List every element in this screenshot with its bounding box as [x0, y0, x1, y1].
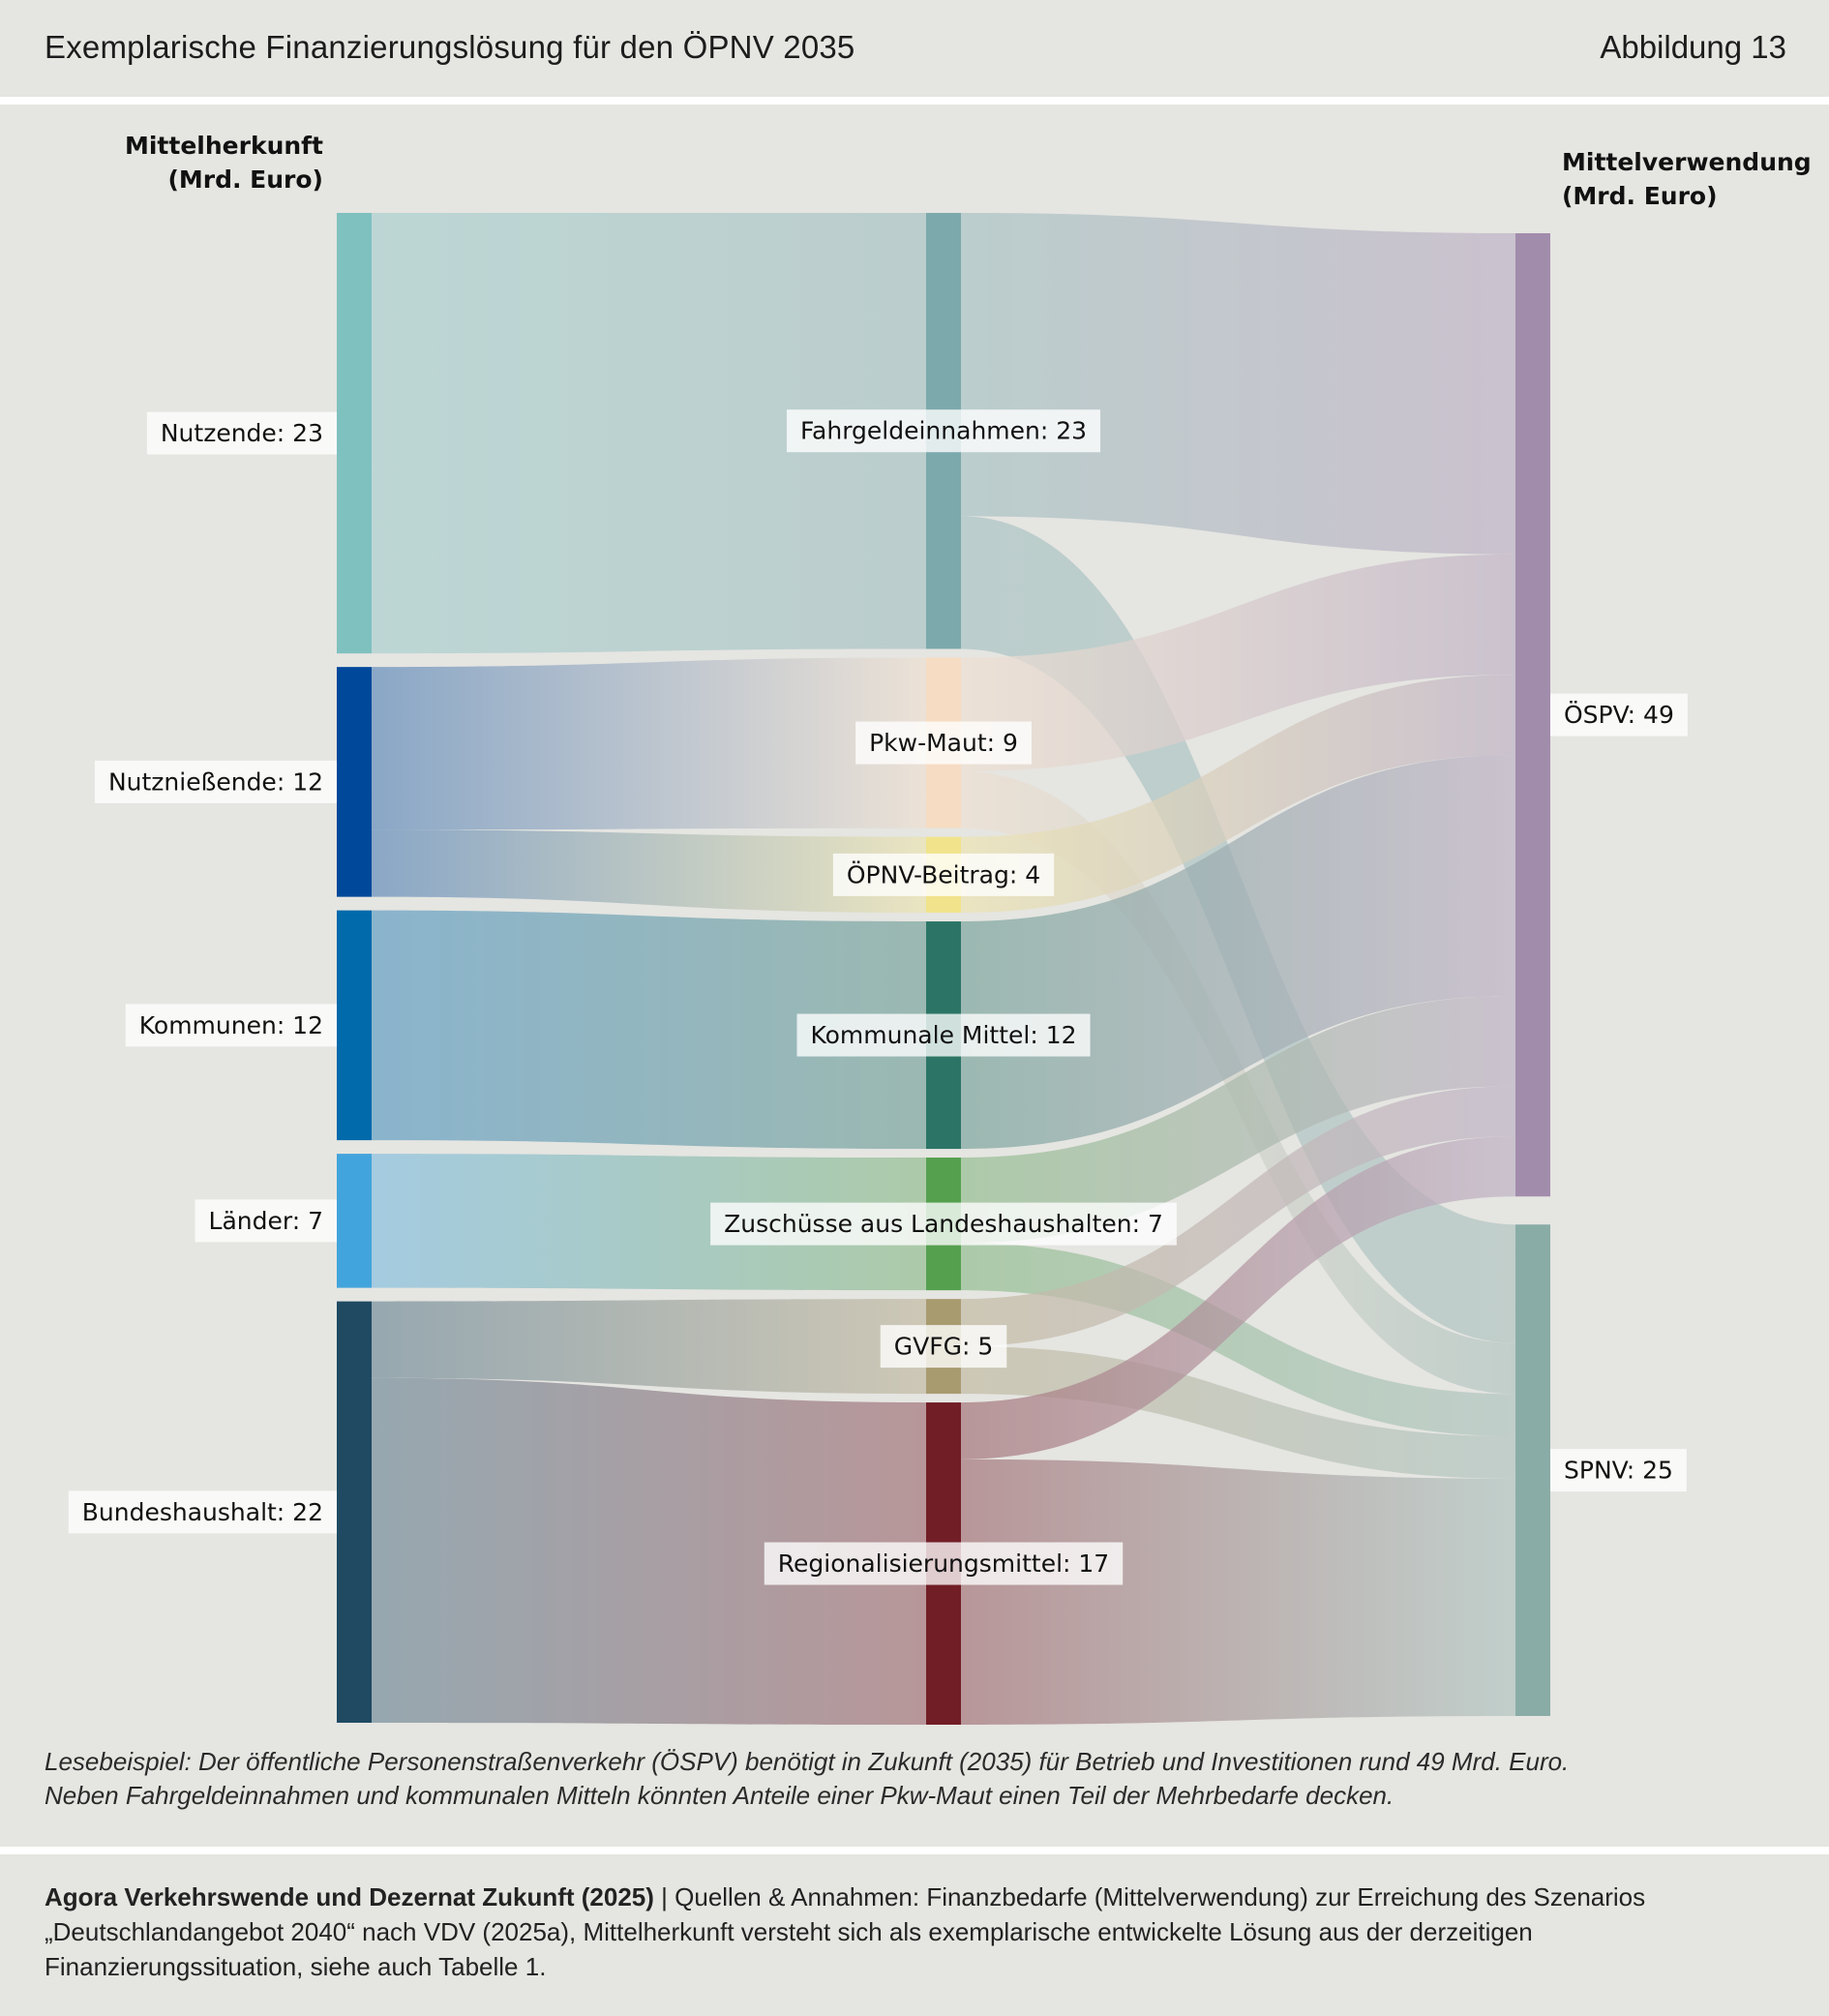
node-label-text-pkwmaut: Pkw-Maut: 9 — [869, 729, 1018, 757]
left-column-heading: Mittelherkunft (Mrd. Euro) — [125, 129, 323, 196]
link-oepnvbeitrag-to-oespv — [961, 675, 1515, 914]
node-label-bg-laender — [195, 1199, 337, 1243]
link-zuschuesse-to-oespv — [961, 995, 1515, 1244]
link-nutzniessende-to-oepnvbeitrag — [372, 829, 926, 914]
link-nutzende-to-fahrgeld — [372, 213, 926, 654]
node-label-bg-nutzende — [146, 411, 337, 455]
link-fahrgeld-to-oespv — [961, 213, 1515, 555]
right-heading-line2: (Mrd. Euro) — [1562, 182, 1718, 210]
node-label-bg-zuschuesse — [710, 1202, 1177, 1246]
node-label-nutzende: Nutzende: 23 — [146, 411, 337, 455]
reading-example: Lesebeispiel: Der öffentliche Personenst… — [45, 1745, 1786, 1813]
link-laender-to-zuschuesse — [372, 1154, 926, 1291]
node-label-pkwmaut: Pkw-Maut: 9 — [855, 721, 1032, 765]
node-label-text-nutzniessende: Nutznießende: 12 — [108, 767, 323, 796]
node-label-bg-kommunal — [796, 1013, 1091, 1057]
link-kommunal-to-oespv — [961, 755, 1515, 1150]
link-gvfg-to-oespv — [961, 1086, 1515, 1347]
node-label-bg-spnv — [1550, 1449, 1687, 1492]
link-regio-to-spnv — [961, 1459, 1515, 1725]
node-bund — [337, 1301, 372, 1723]
node-label-bg-bund — [68, 1490, 337, 1534]
node-label-text-nutzende: Nutzende: 23 — [161, 419, 323, 447]
node-label-text-kommunal: Kommunale Mittel: 12 — [810, 1021, 1076, 1049]
node-label-text-fahrgeld: Fahrgeldeinnahmen: 23 — [800, 417, 1087, 445]
node-label-text-laender: Länder: 7 — [209, 1207, 323, 1235]
source-note: Agora Verkehrswende und Dezernat Zukunft… — [45, 1880, 1786, 1984]
node-label-text-kommunen: Kommunen: 12 — [139, 1011, 323, 1039]
sankey-chart: Nutzende: 23 Nutznießende: 12 Kommunen: 12… — [68, 213, 1688, 1725]
node-label-oepnvbeitrag: ÖPNV-Beitrag: 4 — [832, 853, 1055, 896]
node-label-zuschuesse: Zuschüsse aus Landeshaushalten: 7 — [710, 1202, 1177, 1246]
node-label-bg-nutzniessende — [94, 760, 337, 803]
caption-line-1: Lesebeispiel: Der öffentliche Personenst… — [45, 1747, 1570, 1776]
node-label-oespv: ÖSPV: 49 — [1550, 693, 1688, 737]
node-label-bg-gvfg — [880, 1325, 1007, 1369]
node-label-bg-regio — [764, 1542, 1124, 1585]
node-label-kommunen: Kommunen: 12 — [125, 1004, 337, 1047]
link-bund-to-regio — [372, 1377, 926, 1725]
source-separator: | — [653, 1882, 675, 1911]
link-bund-to-gvfg — [372, 1299, 926, 1395]
node-label-text-regio: Regionalisierungsmittel: 17 — [778, 1550, 1109, 1578]
links-layer — [372, 213, 1515, 1725]
node-label-spnv: SPNV: 25 — [1550, 1449, 1687, 1492]
source-text: Quellen & Annahmen: Finanzbedarfe (Mitte… — [45, 1882, 1646, 1981]
node-nutzniessende — [337, 667, 372, 897]
figure-header: Exemplarische Finanzierungslösung für de… — [0, 0, 1829, 97]
source-bold: Agora Verkehrswende und Dezernat Zukunft… — [45, 1882, 654, 1911]
node-spnv — [1515, 1224, 1550, 1716]
node-label-text-oespv: ÖSPV: 49 — [1564, 701, 1674, 729]
node-label-text-bund: Bundeshaushalt: 22 — [82, 1498, 323, 1526]
figure-number: Abbildung 13 — [1600, 29, 1786, 65]
node-nutzende — [337, 213, 372, 654]
node-label-nutzniessende: Nutznießende: 12 — [94, 760, 337, 803]
left-heading-line2: (Mrd. Euro) — [167, 165, 323, 194]
right-heading-line1: Mittelverwendung — [1562, 148, 1812, 176]
node-label-bg-fahrgeld — [786, 409, 1101, 453]
node-label-bg-kommunen — [125, 1004, 337, 1047]
left-heading-line1: Mittelherkunft — [124, 132, 323, 160]
node-label-regio: Regionalisierungsmittel: 17 — [764, 1542, 1124, 1585]
node-label-text-oepnvbeitrag: ÖPNV-Beitrag: 4 — [847, 860, 1040, 888]
node-label-laender: Länder: 7 — [195, 1199, 337, 1243]
node-label-text-spnv: SPNV: 25 — [1564, 1457, 1673, 1485]
link-nutzniessende-to-pkwmaut — [372, 657, 926, 830]
figure-title: Exemplarische Finanzierungslösung für de… — [45, 29, 855, 65]
right-column-heading: Mittelverwendung (Mrd. Euro) — [1562, 145, 1812, 213]
node-oespv — [1515, 233, 1550, 1197]
footer-divider — [0, 1847, 1829, 1854]
node-label-gvfg: GVFG: 5 — [880, 1325, 1007, 1369]
node-kommunen — [337, 910, 372, 1141]
labels-layer: Nutzende: 23 Nutznießende: 12 Kommunen: 12… — [68, 409, 1688, 1585]
node-label-kommunal: Kommunale Mittel: 12 — [796, 1013, 1091, 1057]
link-kommunen-to-kommunal — [372, 910, 926, 1150]
node-laender — [337, 1154, 372, 1288]
link-pkwmaut-to-oespv — [961, 554, 1515, 771]
node-label-text-gvfg: GVFG: 5 — [894, 1333, 994, 1361]
node-label-text-zuschuesse: Zuschüsse aus Landeshaushalten: 7 — [724, 1210, 1163, 1238]
node-label-bg-pkwmaut — [855, 721, 1032, 765]
node-label-fahrgeld: Fahrgeldeinnahmen: 23 — [786, 409, 1101, 453]
node-label-bg-oespv — [1550, 693, 1688, 737]
caption-line-2: Neben Fahrgeldeinnahmen und kommunalen M… — [45, 1781, 1394, 1810]
link-regio-to-oespv — [961, 1136, 1515, 1459]
node-label-bund: Bundeshaushalt: 22 — [68, 1490, 337, 1534]
header-divider — [0, 97, 1829, 105]
node-label-bg-oepnvbeitrag — [832, 853, 1055, 896]
